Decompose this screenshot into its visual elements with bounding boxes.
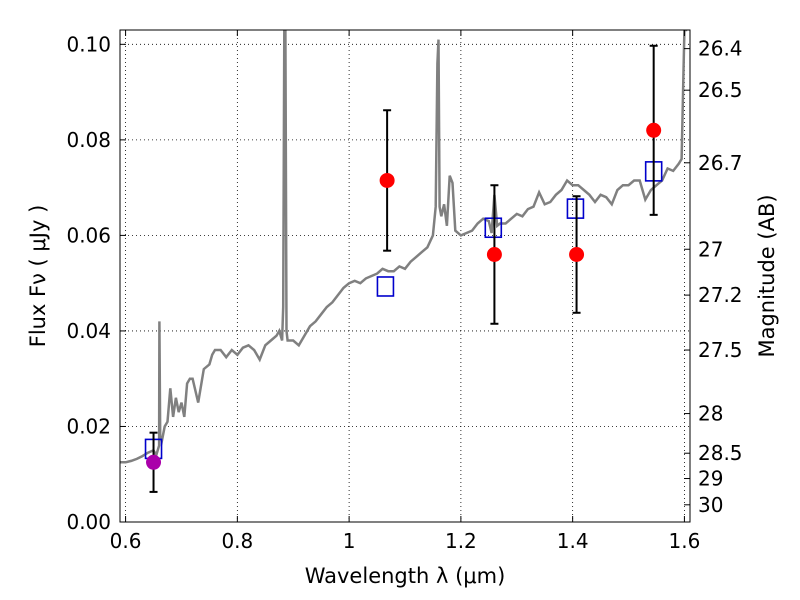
- x-axis-label: Wavelength λ (μm): [305, 564, 506, 588]
- y-tick-label: 0.02: [66, 414, 111, 438]
- right-tick-label: 27.5: [698, 338, 743, 362]
- x-tick-label: 1.6: [669, 529, 701, 553]
- y-axis-label: Flux Fν ( μJy ): [26, 205, 50, 348]
- right-tick-label: 26.4: [698, 37, 743, 61]
- y-axis-ticks: 0.00 0.02 0.04 0.06 0.08 0.10: [66, 32, 126, 534]
- observed-point: [569, 247, 585, 263]
- x-tick-label: 0.8: [221, 529, 253, 553]
- x-tick-label: 1.4: [557, 529, 589, 553]
- model-points-layer: [144, 161, 663, 460]
- observed-point: [146, 454, 162, 470]
- right-tick-label: 28: [698, 402, 723, 426]
- right-tick-label: 26.5: [698, 78, 743, 102]
- x-tick-label: 0.6: [110, 529, 142, 553]
- right-axis-label: Magnitude (AB): [755, 194, 779, 357]
- model-point: [566, 198, 585, 219]
- model-point: [484, 217, 503, 239]
- right-tick-label: 28.5: [698, 441, 743, 465]
- right-tick-label: 27.2: [698, 283, 743, 307]
- x-tick-label: 1.2: [445, 529, 477, 553]
- right-tick-label: 27: [698, 237, 723, 261]
- right-tick-label: 30: [698, 493, 723, 517]
- y-tick-label: 0.08: [66, 128, 111, 152]
- y-tick-label: 0.00: [66, 510, 111, 534]
- observed-point: [646, 122, 662, 138]
- observed-point: [379, 172, 395, 188]
- y-tick-label: 0.10: [66, 32, 111, 56]
- right-tick-label: 29: [698, 467, 723, 491]
- observed-points-layer: [146, 44, 662, 493]
- grid-lines: [120, 30, 690, 522]
- spectrum-layer: [120, 30, 688, 464]
- x-tick-label: 1: [343, 529, 356, 553]
- observed-point: [486, 247, 502, 263]
- y-tick-label: 0.06: [66, 223, 111, 247]
- model-point: [376, 276, 395, 297]
- x-axis-ticks: 0.6 0.8 1 1.2 1.4 1.6: [110, 30, 701, 553]
- plot-frame: [119, 29, 691, 523]
- spectrum-line: [120, 30, 688, 464]
- right-tick-label: 26.7: [698, 151, 743, 175]
- y-tick-label: 0.04: [66, 319, 111, 343]
